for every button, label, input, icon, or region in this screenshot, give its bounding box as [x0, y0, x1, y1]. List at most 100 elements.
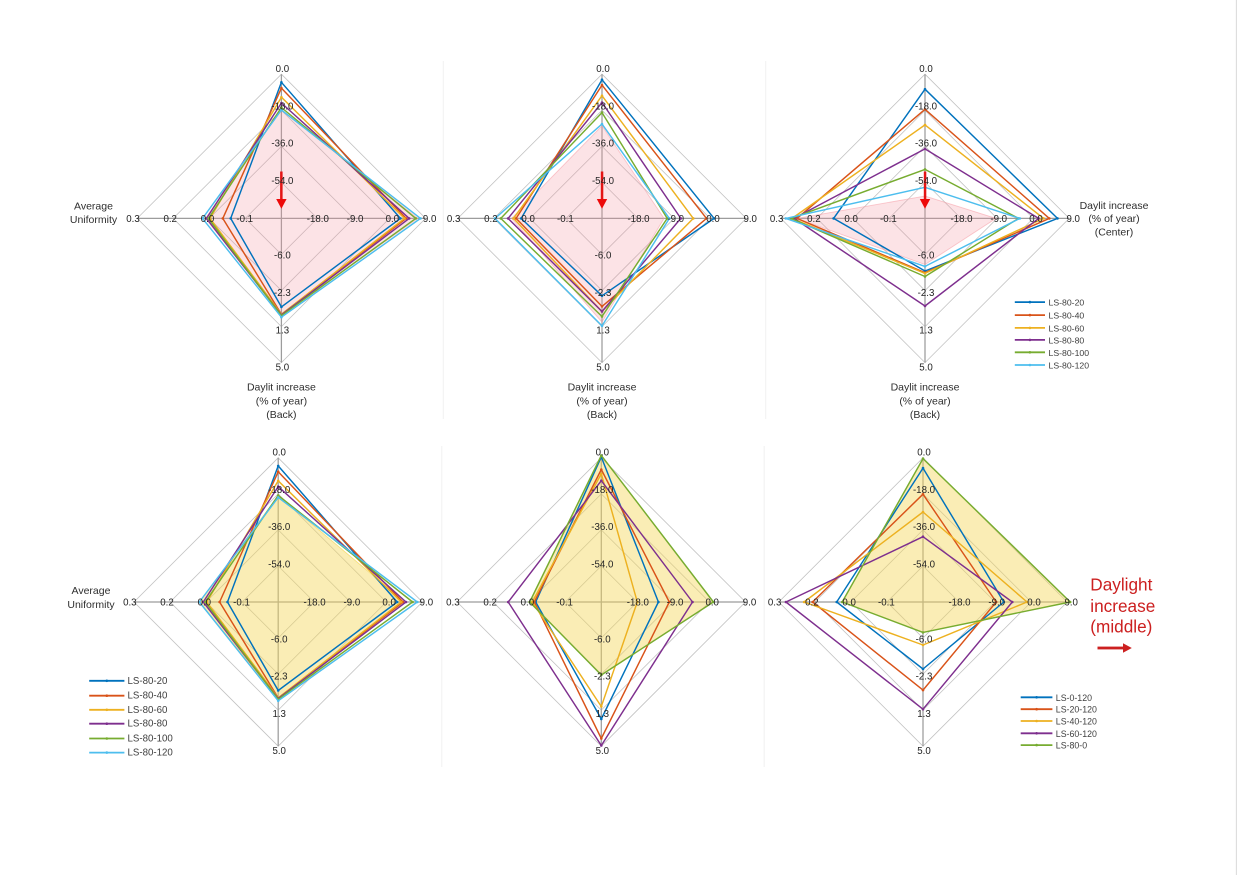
svg-text:1.3: 1.3: [917, 709, 930, 720]
svg-text:-9.0: -9.0: [344, 598, 361, 609]
svg-text:0.0: 0.0: [521, 214, 535, 225]
svg-text:0.0: 0.0: [272, 448, 286, 459]
svg-text:increase: increase: [1090, 596, 1155, 616]
svg-text:(% of year): (% of year): [899, 395, 950, 407]
svg-text:-18.0: -18.0: [271, 101, 294, 112]
svg-text:5.0: 5.0: [272, 746, 286, 757]
svg-text:1.3: 1.3: [596, 709, 609, 720]
svg-text:-36.0: -36.0: [592, 139, 615, 150]
svg-text:-18.0: -18.0: [627, 214, 650, 225]
svg-text:Daylit increase: Daylit increase: [247, 382, 316, 394]
svg-text:9.0: 9.0: [1064, 598, 1078, 609]
svg-text:5.0: 5.0: [596, 363, 610, 374]
svg-text:LS-80-100: LS-80-100: [1049, 348, 1090, 358]
svg-text:LS-80-80: LS-80-80: [1049, 335, 1085, 345]
svg-text:-18.0: -18.0: [592, 101, 615, 112]
svg-text:LS-40-120: LS-40-120: [1056, 717, 1097, 727]
svg-text:0.3: 0.3: [123, 598, 136, 609]
svg-text:-2.3: -2.3: [271, 672, 288, 683]
svg-text:-36.0: -36.0: [915, 139, 938, 150]
svg-text:-0.1: -0.1: [556, 598, 573, 609]
svg-text:0.0: 0.0: [1027, 598, 1041, 609]
svg-text:-18.0: -18.0: [915, 101, 938, 112]
svg-text:LS-80-20: LS-80-20: [1049, 298, 1085, 308]
svg-text:0.0: 0.0: [386, 214, 400, 225]
svg-text:-0.1: -0.1: [236, 214, 253, 225]
svg-text:LS-80-60: LS-80-60: [1049, 323, 1085, 333]
svg-text:(% of year): (% of year): [576, 395, 627, 407]
svg-text:-0.1: -0.1: [878, 598, 895, 609]
svg-text:-2.3: -2.3: [274, 288, 291, 299]
svg-text:0.0: 0.0: [917, 448, 931, 459]
svg-text:0.0: 0.0: [844, 214, 858, 225]
svg-text:0.0: 0.0: [201, 214, 215, 225]
svg-text:-6.0: -6.0: [271, 634, 288, 645]
svg-text:5.0: 5.0: [596, 746, 610, 757]
svg-text:Average: Average: [72, 585, 111, 597]
svg-text:Daylight: Daylight: [1090, 575, 1152, 595]
svg-text:-9.0: -9.0: [347, 214, 364, 225]
svg-text:-18.0: -18.0: [304, 598, 327, 609]
svg-text:-6.0: -6.0: [916, 634, 933, 645]
svg-text:(Center): (Center): [1095, 227, 1134, 239]
svg-text:-36.0: -36.0: [268, 522, 291, 533]
svg-text:-9.0: -9.0: [988, 598, 1005, 609]
svg-text:-54.0: -54.0: [268, 560, 291, 571]
svg-text:-18.0: -18.0: [591, 485, 614, 496]
svg-text:9.0: 9.0: [1066, 214, 1080, 225]
svg-text:0.0: 0.0: [276, 64, 290, 75]
svg-text:0.0: 0.0: [596, 448, 610, 459]
svg-text:0.3: 0.3: [446, 598, 459, 609]
svg-text:-2.3: -2.3: [594, 672, 611, 683]
svg-text:0.2: 0.2: [484, 214, 497, 225]
svg-text:0.0: 0.0: [1029, 214, 1043, 225]
svg-text:LS-80-40: LS-80-40: [1049, 311, 1085, 321]
svg-text:Daylit increase: Daylit increase: [891, 382, 960, 394]
svg-text:1.3: 1.3: [272, 709, 285, 720]
svg-text:-0.1: -0.1: [557, 214, 574, 225]
svg-text:-18.0: -18.0: [950, 214, 973, 225]
svg-text:LS-80-0: LS-80-0: [1056, 741, 1087, 751]
svg-text:-36.0: -36.0: [913, 522, 936, 533]
svg-text:(Back): (Back): [266, 409, 296, 421]
svg-text:1.3: 1.3: [276, 325, 289, 336]
svg-text:-54.0: -54.0: [915, 176, 938, 187]
svg-text:-36.0: -36.0: [591, 522, 614, 533]
svg-text:0.3: 0.3: [126, 214, 139, 225]
svg-text:-54.0: -54.0: [271, 176, 294, 187]
svg-text:(% of year): (% of year): [1088, 213, 1139, 225]
svg-text:-18.0: -18.0: [307, 214, 330, 225]
svg-text:LS-80-120: LS-80-120: [128, 748, 174, 759]
svg-text:LS-20-120: LS-20-120: [1056, 705, 1097, 715]
svg-text:Average: Average: [74, 201, 113, 213]
svg-text:0.2: 0.2: [483, 598, 496, 609]
svg-text:5.0: 5.0: [276, 363, 290, 374]
svg-text:-9.0: -9.0: [667, 598, 684, 609]
svg-text:Daylit increase: Daylit increase: [1080, 200, 1149, 212]
svg-text:0.0: 0.0: [198, 598, 212, 609]
svg-text:(% of year): (% of year): [256, 395, 307, 407]
svg-text:-18.0: -18.0: [627, 598, 650, 609]
svg-text:Daylit increase: Daylit increase: [568, 382, 637, 394]
svg-text:-2.3: -2.3: [918, 288, 935, 299]
svg-text:0.3: 0.3: [768, 598, 781, 609]
svg-text:LS-80-120: LS-80-120: [1049, 361, 1090, 371]
svg-text:-54.0: -54.0: [592, 176, 615, 187]
svg-text:-2.3: -2.3: [916, 672, 933, 683]
svg-text:1.3: 1.3: [919, 325, 932, 336]
svg-text:0.2: 0.2: [160, 598, 173, 609]
svg-text:-18.0: -18.0: [913, 485, 936, 496]
svg-text:-6.0: -6.0: [594, 634, 611, 645]
svg-text:9.0: 9.0: [743, 598, 757, 609]
svg-text:LS-80-80: LS-80-80: [128, 719, 168, 730]
svg-text:(Back): (Back): [910, 409, 940, 421]
svg-text:-54.0: -54.0: [591, 560, 614, 571]
svg-text:(Back): (Back): [587, 409, 617, 421]
svg-text:0.0: 0.0: [596, 64, 610, 75]
svg-text:-0.1: -0.1: [233, 598, 250, 609]
svg-text:-6.0: -6.0: [595, 251, 612, 262]
svg-text:9.0: 9.0: [423, 214, 437, 225]
svg-text:LS-80-60: LS-80-60: [128, 705, 168, 716]
svg-text:5.0: 5.0: [919, 363, 933, 374]
svg-text:Uniformity: Uniformity: [67, 599, 115, 611]
